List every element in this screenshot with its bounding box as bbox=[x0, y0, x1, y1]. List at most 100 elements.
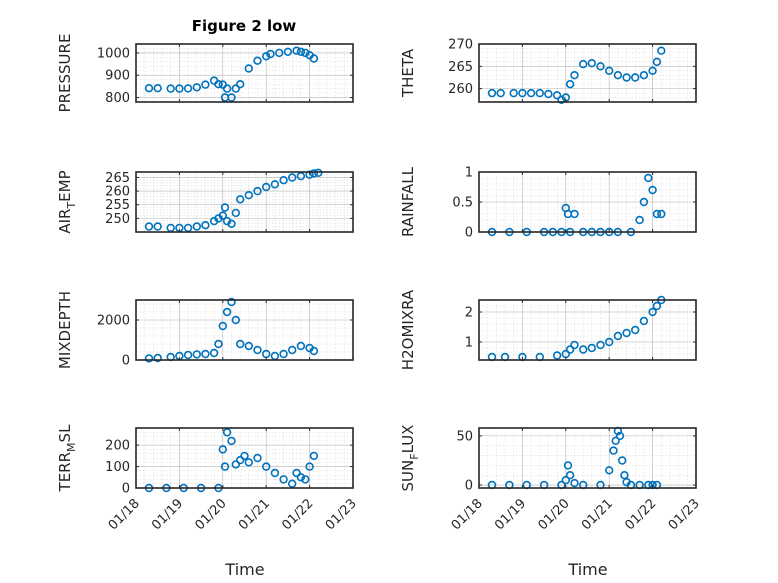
subplot-8: 0 50 01/18 01/19 01/20 01/21 01/22 01/23 SUNFLUX bbox=[399, 425, 703, 534]
y-axis-label-main: H2OMIXRA bbox=[399, 289, 417, 370]
data-point bbox=[309, 54, 319, 63]
subplot-5: 0 2000 MIXDEPTH bbox=[56, 291, 354, 369]
data-point bbox=[604, 466, 614, 475]
data-point bbox=[266, 49, 275, 59]
data-point bbox=[283, 47, 293, 56]
data-point bbox=[587, 343, 596, 353]
data-point bbox=[552, 91, 562, 100]
data-point bbox=[617, 456, 627, 465]
data-point bbox=[227, 297, 236, 307]
data-point bbox=[305, 462, 314, 471]
y-axis-label-rest: EMP bbox=[56, 170, 74, 201]
data-point bbox=[227, 436, 236, 446]
data-point bbox=[587, 58, 596, 68]
data-point bbox=[244, 64, 254, 73]
y-axis-label: PRESSURE bbox=[56, 34, 74, 113]
y-tick-label: 0 bbox=[465, 479, 473, 494]
data-point bbox=[557, 95, 566, 105]
data-point bbox=[622, 73, 631, 82]
y-axis-label-main: SUN bbox=[399, 460, 417, 492]
data-point bbox=[201, 80, 210, 89]
data-point bbox=[292, 468, 301, 478]
data-point bbox=[236, 79, 245, 89]
data-point bbox=[309, 169, 319, 178]
subplot-6: 1 2 H2OMIXRA bbox=[399, 289, 697, 370]
data-point bbox=[535, 88, 544, 98]
data-point bbox=[657, 209, 666, 219]
data-point bbox=[270, 468, 280, 478]
data-point bbox=[209, 348, 219, 358]
data-point bbox=[222, 84, 232, 93]
data-point bbox=[509, 88, 518, 98]
data-point bbox=[570, 340, 579, 350]
x-tick-label: 01/21 bbox=[579, 496, 616, 533]
data-point bbox=[201, 349, 210, 359]
data-point bbox=[183, 84, 193, 93]
data-point bbox=[144, 354, 154, 363]
data-point bbox=[231, 315, 241, 325]
data-point bbox=[279, 475, 288, 484]
data-point bbox=[639, 316, 649, 326]
data-point bbox=[288, 345, 297, 355]
data-point bbox=[639, 197, 649, 207]
y-tick-label: 250 bbox=[105, 212, 130, 227]
x-axis-label-right: Time bbox=[567, 560, 607, 579]
data-point bbox=[648, 307, 657, 317]
axes-box bbox=[478, 43, 697, 103]
data-point bbox=[565, 471, 575, 480]
x-tick-label: 01/20 bbox=[193, 496, 230, 533]
data-point bbox=[240, 451, 249, 461]
x-tick-label: 01/23 bbox=[666, 496, 703, 533]
x-tick-label: 01/19 bbox=[149, 496, 186, 533]
data-point bbox=[296, 341, 306, 351]
subplot-2: 260 265 270 THETA bbox=[399, 38, 697, 105]
data-point bbox=[244, 191, 254, 200]
data-point bbox=[231, 208, 241, 218]
data-point bbox=[166, 84, 175, 93]
data-point bbox=[244, 341, 254, 351]
y-tick-label: 2000 bbox=[97, 314, 130, 329]
y-axis-label: RAINFALL bbox=[399, 166, 417, 237]
y-axis-label-rest: LUX bbox=[399, 425, 417, 454]
y-axis-label-subscript: T bbox=[65, 202, 78, 210]
data-point bbox=[175, 84, 184, 93]
data-point bbox=[615, 431, 625, 441]
y-tick-label: 1 bbox=[465, 336, 473, 351]
data-point bbox=[262, 462, 271, 471]
x-tick-label: 01/18 bbox=[106, 496, 143, 533]
data-point bbox=[231, 84, 241, 93]
x-tick-label: 01/18 bbox=[449, 496, 486, 533]
data-point bbox=[227, 93, 236, 102]
y-tick-label: 2 bbox=[465, 306, 473, 321]
y-tick-label: 0 bbox=[122, 354, 130, 369]
data-point bbox=[218, 321, 228, 331]
y-axis-label: THETA bbox=[399, 48, 417, 98]
y-axis-label: MIXDEPTH bbox=[56, 291, 74, 369]
data-point bbox=[630, 325, 640, 335]
data-point bbox=[552, 351, 562, 360]
data-point bbox=[214, 339, 223, 349]
data-point bbox=[648, 185, 657, 195]
data-point bbox=[253, 186, 262, 196]
y-tick-label: 1000 bbox=[97, 46, 130, 61]
data-point bbox=[288, 173, 297, 182]
data-point bbox=[652, 209, 662, 219]
data-point bbox=[192, 222, 202, 231]
y-tick-label: 260 bbox=[105, 185, 130, 200]
data-point bbox=[192, 350, 202, 359]
x-tick-label: 01/22 bbox=[622, 496, 659, 533]
y-axis-label: H2OMIXRA bbox=[399, 289, 417, 370]
y-axis-label-subscript: M bbox=[65, 442, 78, 452]
data-point bbox=[639, 70, 649, 80]
data-point bbox=[279, 349, 288, 359]
data-point bbox=[301, 48, 310, 58]
x-tick-label: 01/23 bbox=[323, 496, 360, 533]
data-point bbox=[644, 173, 653, 183]
data-point bbox=[565, 79, 575, 89]
data-point bbox=[570, 209, 579, 219]
data-point bbox=[301, 475, 310, 484]
data-point bbox=[596, 62, 605, 71]
data-point bbox=[526, 88, 536, 98]
y-tick-label: 200 bbox=[105, 439, 130, 454]
